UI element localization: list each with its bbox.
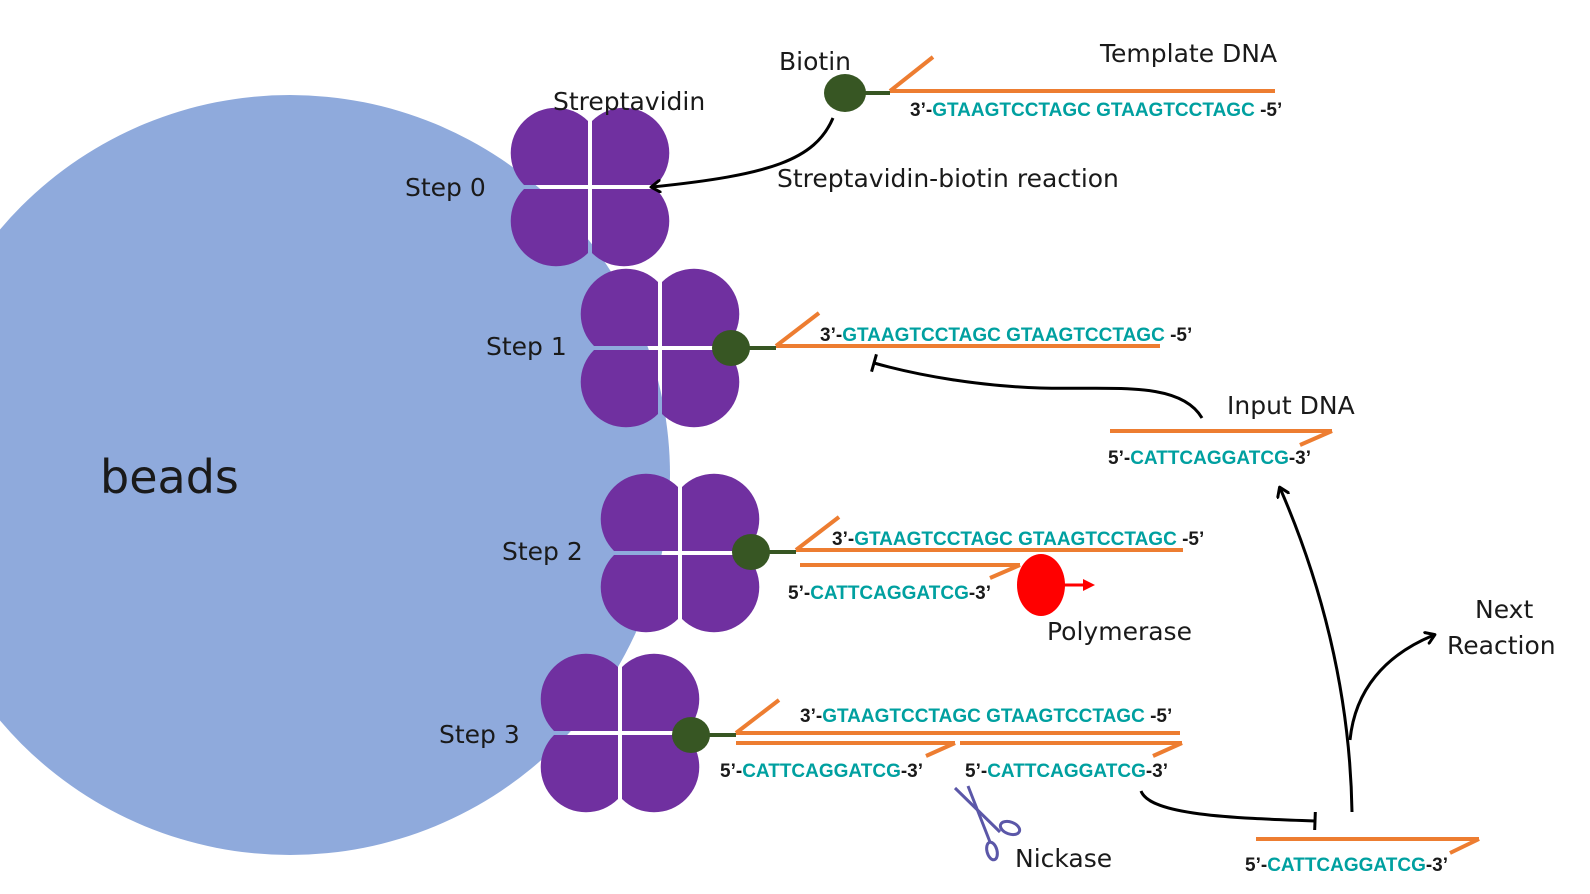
template-dna-label: Template DNA xyxy=(1099,39,1277,68)
template-strand xyxy=(888,55,1275,93)
biotin-icon xyxy=(732,534,770,570)
input-dna-label: Input DNA xyxy=(1227,391,1355,420)
step1-label: Step 1 xyxy=(486,332,567,361)
primer-sequence: 5’-CATTCAGGATCG-3’ xyxy=(720,761,923,782)
streptavidin-icon xyxy=(510,107,670,267)
template-strand xyxy=(774,311,1160,348)
biotin-icon xyxy=(712,330,750,366)
input-sequence: 5’-CATTCAGGATCG-3’ xyxy=(1108,448,1311,469)
bead xyxy=(0,95,670,855)
extended-strand xyxy=(736,741,1183,758)
template-sequence: 3’-GTAAGTCCTAGC GTAAGTCCTAGC -5’ xyxy=(820,325,1192,346)
template-sequence: 3’-GTAAGTCCTAGC GTAAGTCCTAGC -5’ xyxy=(910,100,1282,121)
beads-label: beads xyxy=(100,450,239,504)
biotin-icon xyxy=(824,74,866,112)
template-strand xyxy=(794,515,1183,552)
step0-label: Step 0 xyxy=(405,173,486,202)
step3-label: Step 3 xyxy=(439,720,520,749)
released-sequence: 5’-CATTCAGGATCG-3’ xyxy=(965,761,1168,782)
streptavidin-icon xyxy=(580,268,740,428)
reaction-arrow xyxy=(652,117,835,187)
recycle-arrow xyxy=(1280,488,1354,813)
nickase-label: Nickase xyxy=(1015,844,1112,873)
primer-strand xyxy=(800,563,1021,580)
template-sequence: 3’-GTAAGTCCTAGC GTAAGTCCTAGC -5’ xyxy=(832,529,1204,550)
streptavidin-label: Streptavidin xyxy=(553,87,705,116)
scissors-icon xyxy=(953,785,1022,862)
released-strand xyxy=(1256,837,1480,855)
primer-sequence: 5’-CATTCAGGATCG-3’ xyxy=(788,583,991,604)
polymerase-label: Polymerase xyxy=(1047,617,1192,646)
polymerase-icon xyxy=(1017,554,1065,616)
template-strand xyxy=(734,698,1180,735)
reaction-label: Streptavidin-biotin reaction xyxy=(777,164,1119,193)
biotin-icon xyxy=(672,717,710,753)
release-arrow xyxy=(1139,790,1317,831)
biotin-label: Biotin xyxy=(779,47,851,76)
streptavidin-icon xyxy=(540,653,700,813)
input-binding-arrow xyxy=(870,353,1204,419)
input-strand xyxy=(1110,429,1333,447)
streptavidin-icon xyxy=(600,473,760,633)
next-reaction-arrow xyxy=(1348,635,1434,741)
released-product-sequence: 5’-CATTCAGGATCG-3’ xyxy=(1245,855,1448,876)
step2-label: Step 2 xyxy=(502,537,583,566)
next-reaction-label: Next Reaction xyxy=(1447,595,1556,660)
polymerase-direction-icon xyxy=(1062,579,1095,591)
template-sequence: 3’-GTAAGTCCTAGC GTAAGTCCTAGC -5’ xyxy=(800,706,1172,727)
